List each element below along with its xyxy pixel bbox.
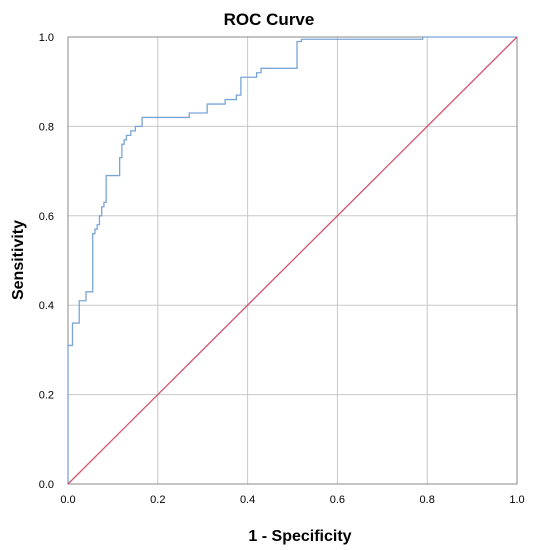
x-tick-label: 0.8 bbox=[420, 494, 435, 506]
x-axis-ticks: 0.0 0.2 0.4 0.6 0.8 1.0 bbox=[60, 494, 524, 506]
y-tick-label: 0.4 bbox=[39, 300, 54, 312]
plot-frame bbox=[67, 36, 518, 485]
y-axis-ticks: 0.0 0.2 0.4 0.6 0.8 1.0 bbox=[39, 32, 54, 491]
x-tick-label: 0.6 bbox=[330, 494, 345, 506]
y-axis-label: Sensitivity bbox=[10, 220, 27, 300]
y-tick-label: 0.8 bbox=[39, 121, 54, 133]
reference-diagonal-line bbox=[67, 36, 518, 485]
y-tick-label: 1.0 bbox=[39, 32, 54, 44]
chart-title: ROC Curve bbox=[224, 10, 315, 29]
x-tick-label: 1.0 bbox=[509, 494, 524, 506]
x-tick-label: 0.0 bbox=[60, 494, 75, 506]
x-axis-label: 1 - Specificity bbox=[248, 528, 351, 545]
y-tick-label: 0.2 bbox=[39, 390, 54, 402]
x-tick-label: 0.2 bbox=[150, 494, 165, 506]
roc-curve-line bbox=[67, 36, 517, 484]
y-tick-label: 0.0 bbox=[39, 479, 54, 491]
y-tick-label: 0.6 bbox=[39, 211, 54, 223]
x-tick-label: 0.4 bbox=[240, 494, 255, 506]
series-layer bbox=[67, 36, 518, 485]
